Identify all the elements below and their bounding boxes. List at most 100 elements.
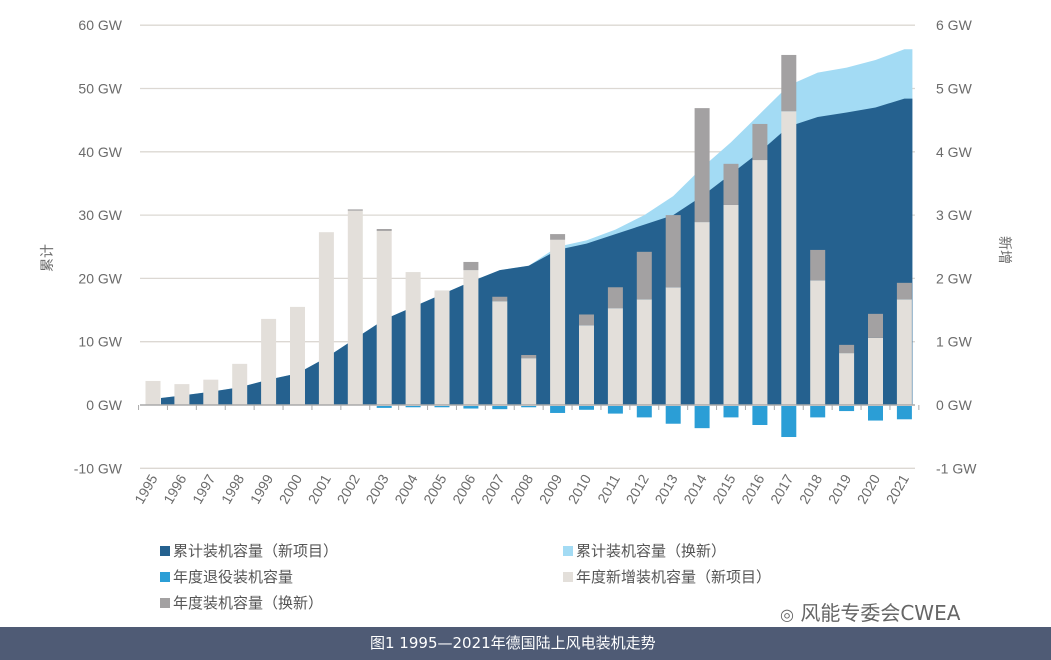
x-tick-label: 2010 — [565, 471, 595, 506]
x-tick-label: 1996 — [160, 471, 190, 506]
bar-repowering-annual — [868, 313, 883, 338]
x-tick-label: 1998 — [218, 471, 248, 506]
wechat-icon: ◎ — [780, 605, 794, 624]
bar-retired-annual — [550, 406, 566, 413]
bar-new-annual — [174, 384, 190, 405]
bar-new-annual — [752, 160, 768, 405]
y-tick-right: 1 GW — [936, 334, 973, 350]
bar-new-annual — [723, 204, 739, 405]
bar-new-annual — [318, 232, 334, 405]
y-tick-right: 6 GW — [936, 17, 973, 33]
legend-item: 年度退役装机容量 — [160, 566, 293, 587]
bar-retired-annual — [405, 406, 421, 408]
bar-new-annual — [694, 222, 710, 405]
legend-item: 累计装机容量（换新） — [563, 540, 726, 561]
bar-new-annual — [665, 287, 681, 405]
x-tick-label: 1995 — [131, 471, 161, 506]
x-tick-label: 2011 — [594, 471, 623, 505]
bar-repowering-annual — [550, 234, 566, 240]
bar-repowering-annual — [463, 261, 479, 271]
figure-caption: 图1 1995—2021年德国陆上风电装机走势 — [370, 634, 656, 652]
bar-retired-annual — [376, 406, 392, 408]
legend-item: 累计装机容量（新项目） — [160, 540, 338, 561]
caption-bar: 图1 1995—2021年德国陆上风电装机走势 — [0, 627, 1051, 660]
x-tick-label: 2009 — [536, 471, 566, 506]
y-tick-left: 40 GW — [78, 144, 122, 160]
legend-label: 累计装机容量（换新） — [576, 542, 727, 560]
bar-new-annual — [145, 380, 161, 405]
bar-new-annual — [521, 358, 537, 405]
bar-repowering-annual — [723, 163, 739, 205]
bar-new-annual — [492, 301, 508, 405]
bar-new-annual — [579, 325, 594, 405]
x-tick-label: 2015 — [709, 471, 739, 506]
bar-repowering-annual — [636, 251, 652, 300]
watermark-text: 风能专委会CWEA — [800, 601, 961, 625]
legend-swatch — [160, 571, 170, 582]
bar-repowering-annual — [579, 314, 594, 326]
bar-retired-annual — [579, 406, 594, 410]
x-tick-label: 2003 — [362, 471, 392, 506]
bar-new-annual — [839, 353, 855, 405]
bar-new-annual — [434, 290, 450, 405]
bar-new-annual — [810, 280, 826, 405]
bar-new-annual — [405, 272, 421, 405]
x-tick-label: 2016 — [738, 471, 768, 506]
x-tick-label: 2008 — [507, 471, 537, 506]
bar-repowering-annual — [521, 354, 537, 359]
x-tick-label: 2014 — [680, 471, 710, 506]
watermark: ◎ 风能专委会CWEA — [780, 597, 960, 626]
y-tick-right: -1 GW — [936, 460, 977, 476]
legend-label: 年度装机容量（换新） — [173, 594, 324, 612]
bar-retired-annual — [492, 406, 508, 410]
x-tick-label: 2017 — [767, 471, 797, 506]
y-tick-right: 4 GW — [936, 144, 973, 160]
x-tick-label: 1997 — [189, 471, 219, 506]
bar-new-annual — [232, 363, 248, 405]
legend-swatch — [160, 545, 170, 556]
chart-svg: 60 GW 50 GW 40 GW 30 GW 20 GW 10 GW 0 GW -10 GW… — [39, 17, 1013, 506]
y-tick-left: 30 GW — [78, 207, 122, 223]
x-tick-label: 1999 — [247, 471, 277, 506]
x-tick-label: 2020 — [854, 471, 884, 506]
bar-retired-annual — [896, 406, 912, 420]
bar-new-annual — [261, 318, 277, 405]
bar-new-annual — [463, 270, 479, 405]
bar-new-annual — [376, 230, 392, 405]
bar-new-annual — [347, 210, 363, 405]
bar-repowering-annual — [839, 344, 855, 354]
bar-repowering-annual — [607, 287, 623, 309]
x-tick-label: 2001 — [305, 471, 335, 506]
bar-repowering-annual — [781, 54, 797, 112]
x-tick-label: 2004 — [391, 471, 421, 506]
y-tick-left: 50 GW — [78, 81, 122, 97]
bar-retired-annual — [752, 406, 768, 425]
legend-swatch — [160, 597, 170, 608]
bar-retired-annual — [665, 406, 681, 424]
legend-item: 年度装机容量（换新） — [160, 592, 323, 613]
bar-repowering-annual — [376, 229, 392, 231]
y-tick-left: 20 GW — [78, 270, 122, 286]
bar-repowering-annual — [694, 108, 710, 223]
bar-retired-annual — [694, 406, 710, 429]
bar-repowering-annual — [896, 282, 912, 300]
bar-repowering-annual — [492, 296, 508, 302]
y-tick-right: 3 GW — [936, 207, 973, 223]
legend-swatch — [563, 571, 573, 582]
y-tick-left: -10 GW — [74, 460, 123, 476]
y-tick-right: 5 GW — [936, 81, 973, 97]
y-tick-right: 2 GW — [936, 270, 973, 286]
bar-repowering-annual — [665, 215, 681, 288]
bar-new-annual — [550, 239, 566, 405]
y-tick-right: 0 GW — [936, 397, 973, 413]
bar-retired-annual — [607, 406, 623, 414]
bar-retired-annual — [868, 406, 883, 421]
x-tick-label: 2018 — [796, 471, 826, 506]
legend-item: 年度新增装机容量（新项目） — [563, 566, 771, 587]
bar-new-annual — [636, 299, 652, 405]
y-tick-left: 60 GW — [78, 17, 122, 33]
y-axis-label-right: 新增 — [997, 236, 1013, 264]
bar-repowering-annual — [347, 209, 363, 211]
x-tick-label: 2012 — [622, 471, 652, 506]
bar-new-annual — [781, 111, 797, 406]
